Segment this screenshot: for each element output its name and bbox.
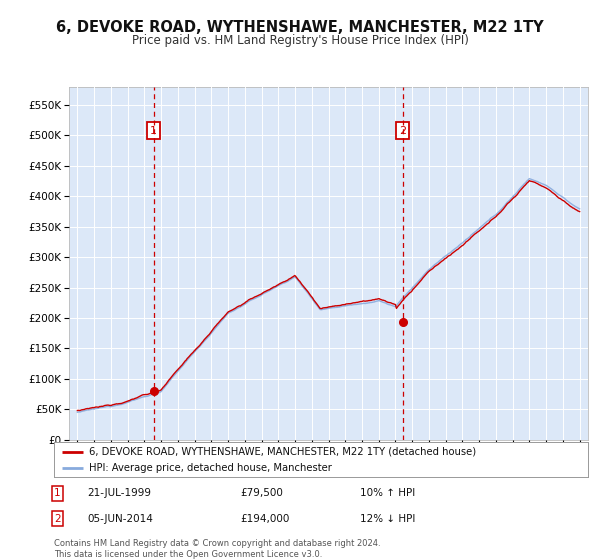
Text: 10% ↑ HPI: 10% ↑ HPI — [360, 488, 415, 498]
Text: 2: 2 — [54, 514, 61, 524]
Text: 1: 1 — [54, 488, 61, 498]
Text: 05-JUN-2014: 05-JUN-2014 — [87, 514, 153, 524]
Text: HPI: Average price, detached house, Manchester: HPI: Average price, detached house, Manc… — [89, 464, 332, 473]
Text: 6, DEVOKE ROAD, WYTHENSHAWE, MANCHESTER, M22 1TY (detached house): 6, DEVOKE ROAD, WYTHENSHAWE, MANCHESTER,… — [89, 447, 476, 457]
Text: £79,500: £79,500 — [240, 488, 283, 498]
Text: 12% ↓ HPI: 12% ↓ HPI — [360, 514, 415, 524]
Text: 2: 2 — [399, 125, 406, 136]
Text: £194,000: £194,000 — [240, 514, 289, 524]
Text: 21-JUL-1999: 21-JUL-1999 — [87, 488, 151, 498]
Text: Price paid vs. HM Land Registry's House Price Index (HPI): Price paid vs. HM Land Registry's House … — [131, 34, 469, 46]
Text: 1: 1 — [150, 125, 157, 136]
Text: 6, DEVOKE ROAD, WYTHENSHAWE, MANCHESTER, M22 1TY: 6, DEVOKE ROAD, WYTHENSHAWE, MANCHESTER,… — [56, 20, 544, 35]
Text: Contains HM Land Registry data © Crown copyright and database right 2024.
This d: Contains HM Land Registry data © Crown c… — [54, 539, 380, 559]
